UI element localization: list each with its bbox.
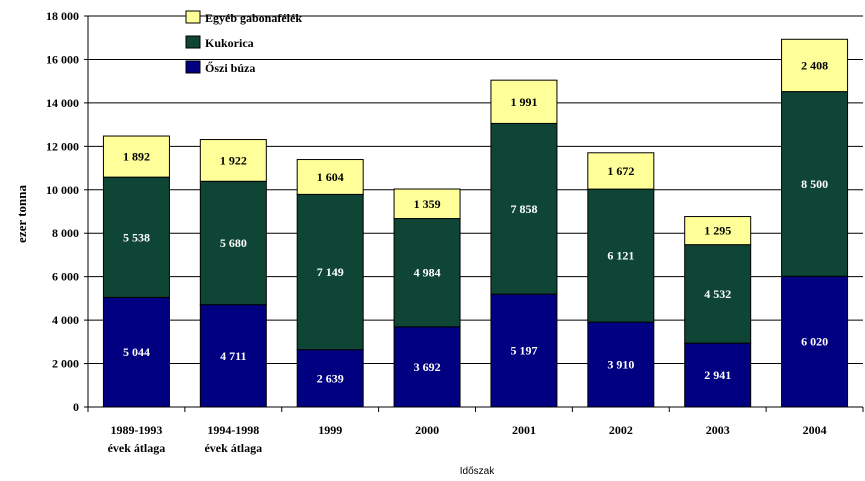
bar-segment bbox=[490, 79, 558, 124]
data-label: 5 680 bbox=[220, 236, 247, 250]
x-tick-label: 2000 bbox=[415, 423, 439, 437]
data-label: 2 941 bbox=[704, 368, 731, 382]
data-label: 4 984 bbox=[414, 266, 441, 280]
data-label: 3 692 bbox=[414, 360, 441, 374]
legend-swatch bbox=[185, 60, 201, 74]
x-tick-label: 2001 bbox=[512, 423, 536, 437]
x-tick-label: 2002 bbox=[609, 423, 633, 437]
bar-segment bbox=[587, 321, 655, 408]
data-label: 3 910 bbox=[607, 358, 634, 372]
bar-segment bbox=[296, 159, 364, 195]
data-label: 6 121 bbox=[607, 249, 634, 263]
x-tick-label: 2004 bbox=[803, 423, 827, 437]
data-label: 8 500 bbox=[801, 177, 828, 191]
legend-label: Kukorica bbox=[205, 36, 254, 50]
data-label: 1 604 bbox=[317, 170, 344, 184]
bar-segment bbox=[684, 216, 752, 246]
data-label: 1 991 bbox=[510, 95, 537, 109]
data-label: 4 711 bbox=[220, 349, 246, 363]
bar-segment bbox=[587, 188, 655, 323]
y-tick-label: 12 000 bbox=[46, 139, 79, 153]
data-label: 1 922 bbox=[220, 153, 247, 167]
y-axis-title: ezer tonna bbox=[14, 185, 29, 243]
x-axis-title: Időszak bbox=[460, 466, 495, 477]
data-label: 6 020 bbox=[801, 335, 828, 349]
y-tick-label: 18 000 bbox=[46, 9, 79, 23]
bars bbox=[102, 38, 849, 408]
x-tick-label: 1989-1993 bbox=[110, 423, 162, 437]
y-tick-label: 14 000 bbox=[46, 96, 79, 110]
bar-segment bbox=[684, 342, 752, 408]
data-label: 7 149 bbox=[317, 265, 344, 279]
x-tick-label: 2003 bbox=[706, 423, 730, 437]
x-tick-label: 1994-1998 bbox=[207, 423, 259, 437]
data-label: 5 044 bbox=[123, 345, 150, 359]
y-tick-label: 4 000 bbox=[52, 313, 79, 327]
bar-segment bbox=[393, 218, 461, 328]
legend-swatch bbox=[185, 35, 201, 49]
bar-segment bbox=[781, 275, 849, 408]
y-tick-label: 6 000 bbox=[52, 270, 79, 284]
x-tick-label: 1999 bbox=[318, 423, 342, 437]
legend-label: Egyéb gabonafélék bbox=[205, 11, 302, 25]
y-tick-label: 0 bbox=[73, 400, 79, 414]
bar-segment bbox=[199, 304, 267, 408]
y-tick-label: 16 000 bbox=[46, 52, 79, 66]
data-label: 2 639 bbox=[317, 371, 344, 385]
data-label: 2 408 bbox=[801, 58, 828, 72]
bar-segment bbox=[296, 193, 364, 351]
bar-segment bbox=[393, 326, 461, 408]
bar-segment bbox=[199, 139, 267, 182]
y-tick-label: 2 000 bbox=[52, 357, 79, 371]
bar-segment bbox=[587, 152, 655, 190]
data-label: 1 295 bbox=[704, 224, 731, 238]
legend: Egyéb gabonafélék Kukorica Őszi búza bbox=[185, 10, 302, 75]
data-label: 4 532 bbox=[704, 287, 731, 301]
x-tick-label: évek átlaga bbox=[108, 441, 166, 455]
data-labels: 5 044 5 538 1 892 4 711 5 680 1 922 2 639 7 149… bbox=[123, 58, 828, 385]
axes: 0 2 000 4 000 6 000 8 000 10 000 12 000 14 000 1… bbox=[46, 9, 864, 455]
data-label: 1 892 bbox=[123, 150, 150, 164]
data-label: 1 359 bbox=[414, 197, 441, 211]
bar-segment bbox=[781, 91, 849, 277]
legend-swatch bbox=[185, 10, 201, 24]
x-tick-label: évek átlaga bbox=[204, 441, 262, 455]
bar-segment bbox=[199, 180, 267, 306]
data-label: 5 538 bbox=[123, 230, 150, 244]
bar-segment bbox=[781, 38, 849, 93]
y-tick-label: 10 000 bbox=[46, 183, 79, 197]
legend-label: Őszi búza bbox=[205, 60, 255, 75]
bar-segment bbox=[490, 122, 558, 295]
data-label: 7 858 bbox=[510, 202, 537, 216]
bar-segment bbox=[684, 244, 752, 344]
bar-segment bbox=[490, 293, 558, 408]
data-label: 1 672 bbox=[607, 164, 634, 178]
data-label: 5 197 bbox=[510, 344, 537, 358]
bar-segment bbox=[393, 188, 461, 220]
bar-segment bbox=[102, 296, 170, 408]
bar-segment bbox=[102, 135, 170, 178]
y-tick-label: 8 000 bbox=[52, 226, 79, 240]
